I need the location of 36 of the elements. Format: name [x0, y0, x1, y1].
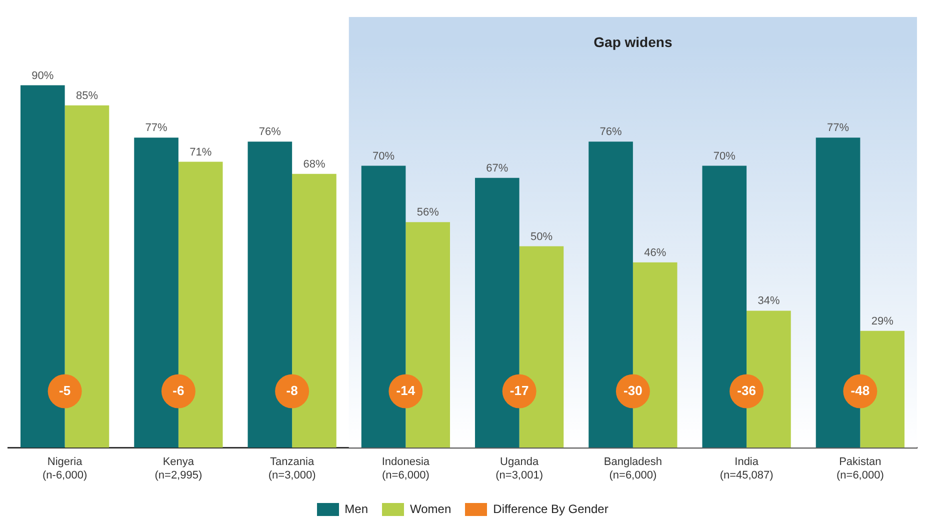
data-label: 56%: [416, 206, 440, 219]
legend-label: Men: [344, 502, 368, 516]
data-label: 71%: [190, 146, 212, 158]
x-tick-label: Pakistan (n=6,000): [836, 456, 884, 482]
data-label: 76%: [258, 126, 282, 138]
data-label: 50%: [530, 230, 553, 243]
data-label: 34%: [758, 295, 780, 308]
data-label: 77%: [145, 122, 168, 134]
annotation: -14: [396, 382, 416, 398]
data-label: 70%: [372, 150, 395, 162]
annotation: -36: [737, 382, 756, 398]
annotation: -8: [286, 382, 298, 398]
x-tick-label: India (n=45,087): [720, 456, 774, 482]
text: Difference By Gender: [493, 502, 608, 516]
annotation: -6: [172, 382, 184, 398]
annotation: -30: [624, 382, 642, 398]
x-tick-label: Bangladesh (n=6,000): [604, 456, 662, 482]
data-label: 29%: [871, 315, 894, 328]
x-tick-label: Nigeria (n-6,000): [42, 456, 88, 482]
data-label: 76%: [600, 126, 622, 138]
x-tick-label: Uganda (n=3,001): [496, 456, 544, 482]
data-label: 90%: [32, 70, 54, 82]
annotation: -5: [59, 382, 71, 398]
data-label: 70%: [713, 150, 736, 162]
band-label: Gap widens: [594, 34, 672, 50]
x-tick-label: Kenya (n=2,995): [154, 456, 202, 482]
x-tick-label: Tanzania (n=3,000): [268, 456, 316, 482]
x-tick-label: Indonesia (n=6,000): [382, 456, 430, 482]
data-label: 67%: [486, 162, 508, 174]
data-label: 85%: [76, 90, 98, 102]
annotation: -17: [510, 382, 529, 398]
legend-label: Women: [410, 502, 452, 516]
data-label: 46%: [644, 246, 666, 259]
annotation: -48: [850, 382, 870, 398]
data-label: 77%: [827, 122, 850, 134]
data-label: 68%: [303, 158, 326, 170]
